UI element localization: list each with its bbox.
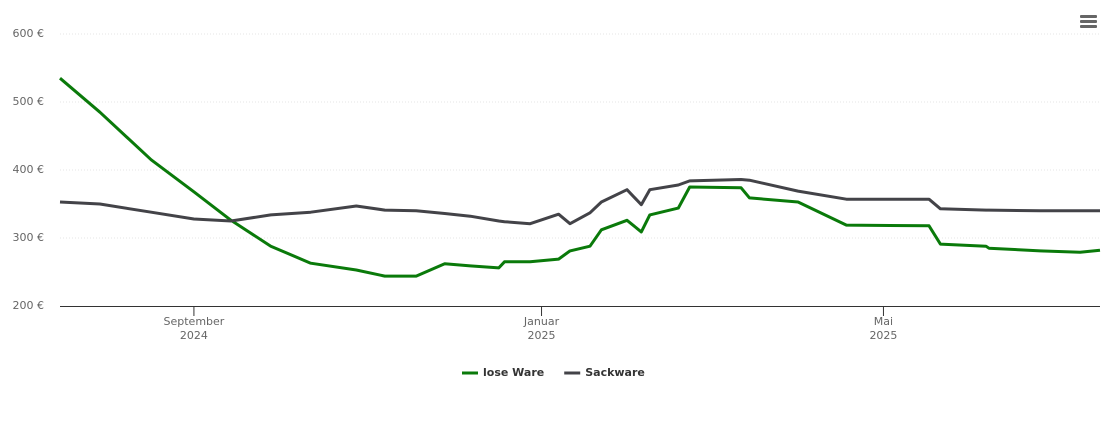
series-line	[59, 178, 1100, 226]
legend: lose Ware Sackware	[462, 366, 645, 379]
menu-button[interactable]	[1080, 15, 1097, 28]
y-tick-label: 600 €	[13, 27, 45, 40]
menu-bar	[1080, 20, 1097, 23]
legend-item[interactable]: lose Ware	[462, 366, 544, 379]
legend-label: lose Ware	[483, 366, 544, 379]
x-tick-label: Mai 2025	[869, 315, 897, 342]
legend-item[interactable]: Sackware	[564, 366, 645, 379]
menu-bar	[1080, 25, 1097, 28]
y-tick-label: 400 €	[13, 163, 45, 176]
y-tick-label: 500 €	[13, 95, 45, 108]
series-line	[59, 77, 1101, 278]
x-tick-label: Januar 2025	[523, 315, 560, 342]
y-tick-label: 300 €	[13, 231, 45, 244]
legend-label: Sackware	[585, 366, 645, 379]
menu-bar	[1080, 15, 1097, 18]
x-tick-label: September 2024	[164, 315, 225, 342]
y-tick-label: 200 €	[13, 299, 45, 312]
